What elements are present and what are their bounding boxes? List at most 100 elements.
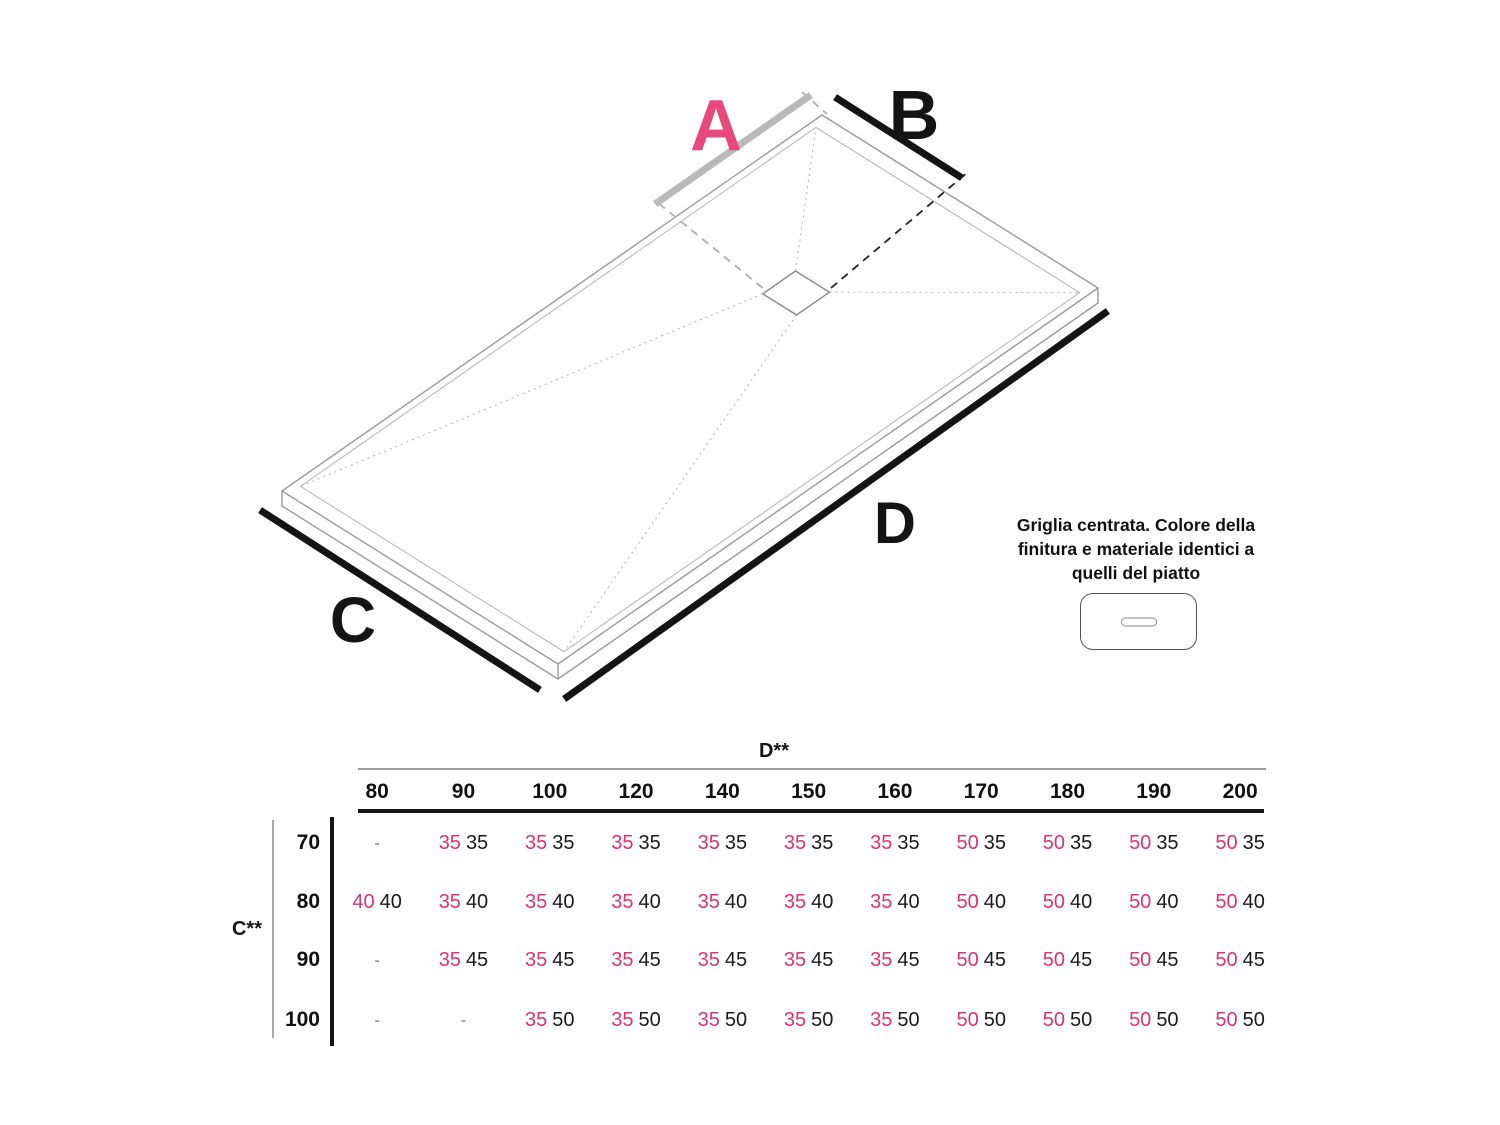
row-header: 80 bbox=[296, 890, 320, 913]
size-cell: - bbox=[334, 946, 420, 974]
column-header: 140 bbox=[704, 780, 740, 803]
cell-value-black: 35 bbox=[1156, 831, 1179, 854]
size-cell: 35 45 bbox=[852, 946, 938, 974]
size-cell: 35 40 bbox=[679, 888, 765, 916]
cell-value-black: 40 bbox=[811, 890, 834, 913]
cell-value-black: 50 bbox=[724, 1008, 748, 1031]
size-cell: 50 45 bbox=[1197, 946, 1283, 974]
cell-value-pink: 50 bbox=[956, 1008, 979, 1031]
row-header: 100 bbox=[284, 1008, 320, 1031]
cell-value-pink: 35 bbox=[697, 1008, 720, 1031]
cell-value-pink: 35 bbox=[438, 831, 461, 854]
cell-value-pink: 35 bbox=[783, 831, 807, 854]
size-cell: 35 50 bbox=[852, 1006, 938, 1034]
cell-value-pink: 35 bbox=[524, 1008, 548, 1031]
size-cell: 35 50 bbox=[507, 1006, 593, 1034]
cell-value-pink: 50 bbox=[1042, 948, 1066, 971]
cell-value-pink: 50 bbox=[1215, 948, 1238, 971]
cell-value-black: 45 bbox=[638, 948, 661, 971]
cell-value-pink: 50 bbox=[1129, 890, 1152, 913]
column-header: 190 bbox=[1136, 780, 1172, 803]
cell-value-black: 45 bbox=[897, 948, 920, 971]
table-column-headers: 80 90 100 120 140 150 160 170 180 190 200 bbox=[334, 780, 1283, 804]
cell-value-black: 45 bbox=[552, 948, 575, 971]
size-cell: 35 45 bbox=[507, 946, 593, 974]
size-cell: 35 45 bbox=[679, 946, 765, 974]
cell-value-black: 35 bbox=[552, 831, 575, 854]
cell-value-pink: 35 bbox=[438, 948, 461, 971]
size-cell: 50 40 bbox=[938, 888, 1024, 916]
cell-value-pink: 35 bbox=[611, 831, 634, 854]
table-rowlabel-rule bbox=[330, 817, 334, 1046]
tray-top-face bbox=[280, 114, 1100, 665]
cell-value-black: 50 bbox=[1070, 1008, 1093, 1031]
size-cell: 35 40 bbox=[420, 888, 506, 916]
size-cell: 50 35 bbox=[1111, 829, 1197, 857]
drain-grille-icon bbox=[1080, 593, 1197, 650]
dim-extension-line-black bbox=[830, 171, 969, 289]
size-cell: 50 50 bbox=[1197, 1006, 1283, 1034]
dim-line-a bbox=[653, 92, 813, 207]
cell-value-black: 35 bbox=[465, 831, 489, 854]
size-cell: 50 50 bbox=[1024, 1006, 1110, 1034]
size-cell: 35 50 bbox=[593, 1006, 679, 1034]
cell-value-pink: 50 bbox=[956, 948, 979, 971]
size-cell: 35 35 bbox=[765, 829, 851, 857]
cell-value-black: 35 bbox=[1070, 831, 1093, 854]
column-header: 90 bbox=[451, 780, 476, 803]
cell-value-pink: 35 bbox=[611, 890, 634, 913]
cell-value-pink: 35 bbox=[524, 948, 548, 971]
cell-value-pink: 35 bbox=[524, 831, 548, 854]
size-cell: 35 50 bbox=[765, 1006, 851, 1034]
dim-label-a: A bbox=[690, 86, 742, 166]
size-cell: 50 40 bbox=[1024, 888, 1110, 916]
column-header: 160 bbox=[877, 780, 913, 803]
cell-value-black: 50 bbox=[811, 1008, 834, 1031]
cell-value-black: 40 bbox=[724, 890, 748, 913]
cell-value-pink: 35 bbox=[438, 890, 461, 913]
row-header: 70 bbox=[296, 831, 320, 854]
size-cell: 50 35 bbox=[1024, 829, 1110, 857]
dim-label-b: B bbox=[889, 76, 940, 154]
cell-value-pink: 50 bbox=[1215, 831, 1238, 854]
cell-value-black: 45 bbox=[811, 948, 834, 971]
cell-value-pink: 40 bbox=[352, 890, 375, 913]
table-d-axis-label: D** bbox=[758, 740, 789, 762]
size-cell: 50 40 bbox=[1111, 888, 1197, 916]
cell-value-black: 50 bbox=[983, 1008, 1006, 1031]
size-cell: 50 35 bbox=[938, 829, 1024, 857]
size-cell: 35 35 bbox=[593, 829, 679, 857]
cell-value-black: 45 bbox=[724, 948, 748, 971]
cell-value-black: 40 bbox=[465, 890, 489, 913]
cell-value-black: 40 bbox=[552, 890, 575, 913]
cell-value-black: 45 bbox=[1156, 948, 1179, 971]
cell-value-pink: 35 bbox=[524, 890, 548, 913]
cell-value-black: 45 bbox=[1070, 948, 1093, 971]
cell-value-pink: 35 bbox=[870, 948, 893, 971]
size-cell: 50 45 bbox=[1024, 946, 1110, 974]
size-cell: 35 40 bbox=[507, 888, 593, 916]
dim-label-d: D bbox=[874, 491, 916, 556]
cell-value-pink: 50 bbox=[1042, 890, 1066, 913]
column-header: 120 bbox=[618, 780, 654, 803]
cell-value-pink: 35 bbox=[697, 890, 720, 913]
size-cell: 50 35 bbox=[1197, 829, 1283, 857]
column-header: 200 bbox=[1222, 780, 1258, 803]
size-cell: 35 45 bbox=[593, 946, 679, 974]
cell-value-pink: 50 bbox=[1129, 1008, 1152, 1031]
cell-value-black: 35 bbox=[811, 831, 834, 854]
cell-value-black: 50 bbox=[1242, 1008, 1265, 1031]
cell-value-pink: 50 bbox=[1042, 1008, 1066, 1031]
table-row: -35 35 35 35 35 35 35 35 35 35 35 35 50 35 50 35 50 35 50 3… bbox=[334, 829, 1283, 857]
cell-value-pink: 35 bbox=[697, 831, 720, 854]
column-header: 100 bbox=[532, 780, 568, 803]
dim-line-d bbox=[562, 308, 1110, 702]
cell-value-pink: 50 bbox=[1042, 831, 1066, 854]
cell-value-black: 50 bbox=[552, 1008, 575, 1031]
table-left-rule bbox=[272, 820, 274, 1038]
cell-value-black: 40 bbox=[379, 890, 402, 913]
cell-value-black: 45 bbox=[465, 948, 489, 971]
size-cell: 35 50 bbox=[679, 1006, 765, 1034]
empty-cell-dash: - bbox=[374, 951, 380, 969]
